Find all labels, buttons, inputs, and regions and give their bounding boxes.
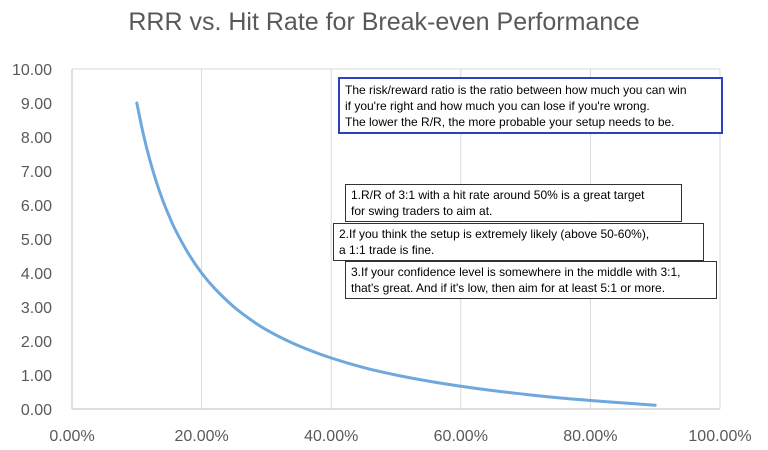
y-tick-label: 0.00 [21, 402, 52, 419]
y-tick-label: 7.00 [21, 164, 52, 181]
axes [71, 69, 720, 410]
y-tick-label: 5.00 [21, 232, 52, 249]
y-tick-label: 10.00 [12, 62, 52, 79]
rrr-series-line [135, 101, 657, 407]
x-tick-label: 60.00% [434, 428, 488, 445]
y-tick-label: 6.00 [21, 198, 52, 215]
y-tick-label: 8.00 [21, 130, 52, 147]
y-tick-label: 9.00 [21, 96, 52, 113]
x-tick-label: 100.00% [688, 428, 751, 445]
tip-note-2: 2.If you think the setup is extremely li… [333, 223, 704, 261]
y-tick-label: 1.00 [21, 368, 52, 385]
y-tick-label: 4.00 [21, 266, 52, 283]
tip-note-1: 1.R/R of 3:1 with a hit rate around 50% … [345, 184, 682, 222]
rrr-explanation-note: The risk/reward ratio is the ratio betwe… [338, 77, 723, 134]
x-tick-label: 80.00% [563, 428, 617, 445]
y-tick-label: 2.00 [21, 334, 52, 351]
tip-note-3: 3.If your confidence level is somewhere … [345, 261, 717, 299]
chart-title: RRR vs. Hit Rate for Break-even Performa… [128, 8, 640, 36]
x-tick-label: 20.00% [174, 428, 228, 445]
tick-labels: 0.00 1.00 2.00 3.00 4.00 5.00 6.00 7.00 8.00 9.00… [12, 62, 752, 445]
series [135, 101, 657, 407]
y-tick-label: 3.00 [21, 300, 52, 317]
x-tick-label: 0.00% [49, 428, 94, 445]
x-tick-label: 40.00% [304, 428, 358, 445]
